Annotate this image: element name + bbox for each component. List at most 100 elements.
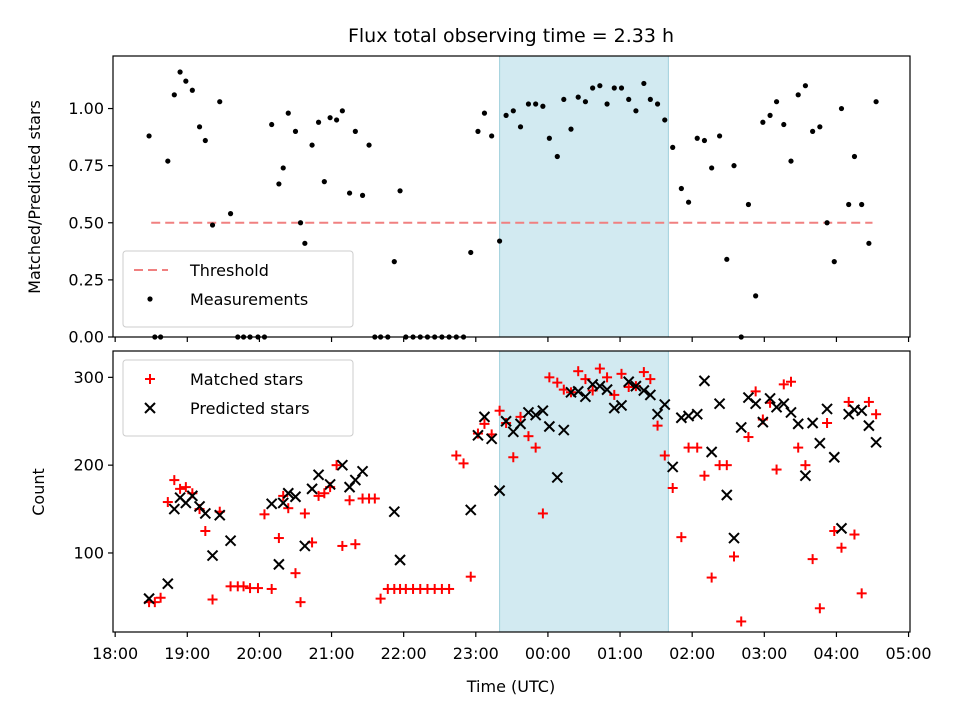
- data-point: [604, 101, 610, 107]
- data-point: [611, 85, 617, 91]
- data-point: [177, 69, 183, 75]
- data-point: [339, 108, 345, 114]
- data-point: [290, 568, 301, 579]
- data-point: [705, 446, 718, 458]
- data-point: [866, 240, 872, 246]
- data-point: [638, 367, 649, 378]
- data-point: [667, 482, 678, 493]
- data-point: [785, 406, 797, 419]
- x-tick-label: 05:00: [886, 644, 932, 663]
- data-point: [828, 451, 840, 463]
- data-point: [795, 92, 801, 98]
- data-point: [764, 392, 776, 405]
- data-point: [662, 117, 668, 123]
- data-point: [835, 522, 848, 535]
- data-point: [202, 137, 208, 144]
- y-tick-label: 1.00: [68, 99, 104, 118]
- data-point: [359, 192, 366, 198]
- highlight-span: [499, 350, 669, 633]
- data-point: [224, 534, 237, 547]
- data-point: [590, 85, 596, 91]
- data-point: [601, 383, 613, 396]
- data-point: [698, 375, 711, 387]
- data-point: [537, 508, 548, 519]
- x-tick-label: 03:00: [741, 644, 787, 663]
- data-point: [472, 428, 483, 439]
- data-point: [792, 418, 804, 430]
- y-tick-label: 0.50: [68, 213, 104, 232]
- data-point: [479, 418, 490, 429]
- data-point: [873, 99, 879, 105]
- data-point: [444, 583, 455, 594]
- legend: Matched stars Predicted stars: [122, 359, 354, 437]
- legend: Threshold Measurements: [122, 250, 354, 328]
- data-point: [162, 497, 173, 508]
- data-point: [870, 436, 882, 449]
- data-point: [530, 442, 541, 453]
- data-point: [394, 554, 406, 566]
- data-point: [838, 105, 845, 112]
- data-point: [651, 408, 664, 420]
- data-point: [169, 475, 180, 486]
- data-point: [494, 405, 505, 416]
- data-point: [206, 549, 219, 562]
- chart-title: Flux total observing time = 2.33 h: [348, 25, 674, 47]
- data-point: [836, 542, 847, 553]
- x-tick-label: 01:00: [597, 644, 643, 663]
- data-point: [525, 101, 532, 107]
- data-point: [802, 83, 809, 89]
- data-point: [540, 103, 546, 109]
- data-point: [676, 532, 687, 543]
- data-point: [678, 185, 684, 192]
- data-point: [522, 406, 535, 419]
- data-point: [721, 489, 733, 501]
- data-point: [496, 238, 503, 244]
- data-point: [299, 508, 310, 519]
- legend-box: [122, 250, 354, 328]
- data-point: [388, 505, 401, 518]
- data-point: [694, 135, 700, 141]
- data-point: [533, 101, 539, 107]
- data-point: [143, 592, 155, 605]
- data-point: [200, 526, 211, 537]
- data-point: [186, 490, 199, 502]
- plot-frame: [112, 55, 911, 338]
- data-point: [856, 588, 867, 599]
- x-tick-label: 20:00: [236, 644, 282, 663]
- data-point: [572, 385, 584, 398]
- highlight-span: [499, 55, 669, 338]
- data-point: [682, 410, 695, 422]
- data-point: [280, 165, 286, 171]
- data-point: [238, 581, 249, 592]
- data-point: [508, 452, 519, 463]
- data-point: [778, 379, 789, 390]
- data-point: [297, 220, 304, 226]
- data-point: [321, 179, 327, 185]
- data-point: [579, 390, 592, 403]
- x-tick-label: 04:00: [813, 644, 859, 663]
- data-point: [199, 507, 212, 520]
- data-point: [806, 417, 819, 429]
- data-point: [180, 482, 191, 493]
- data-point: [299, 540, 311, 552]
- data-point: [822, 418, 833, 429]
- data-point: [622, 376, 635, 388]
- data-point: [306, 483, 318, 495]
- data-point: [846, 201, 852, 208]
- legend-marker: [147, 296, 153, 302]
- data-point: [369, 493, 380, 504]
- data-point: [315, 119, 322, 125]
- data-point: [273, 558, 285, 571]
- data-point: [736, 616, 747, 627]
- data-point: [207, 594, 218, 605]
- data-point: [283, 503, 294, 514]
- data-point: [227, 211, 234, 217]
- data-point: [855, 405, 868, 417]
- data-point: [391, 259, 397, 265]
- data-point: [647, 96, 653, 103]
- x-tick-label: 22:00: [381, 644, 427, 663]
- data-point: [670, 144, 676, 150]
- data-point: [659, 450, 670, 461]
- data-point: [817, 124, 823, 130]
- data-point: [155, 592, 166, 603]
